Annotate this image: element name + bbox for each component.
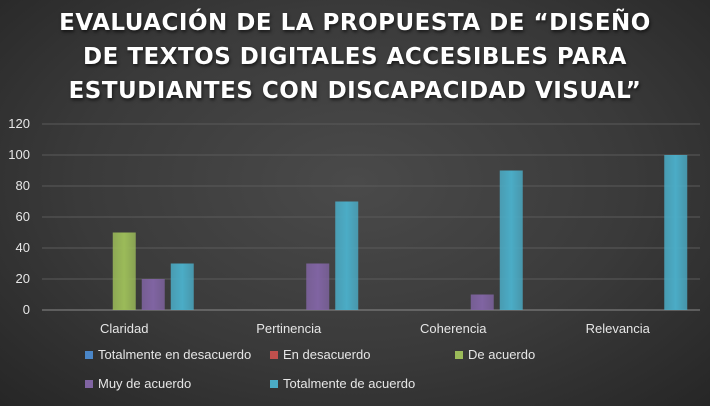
legend-item: Muy de acuerdo	[85, 376, 191, 391]
bar	[306, 263, 330, 310]
chart-title-line: ESTUDIANTES CON DISCAPACIDAD VISUAL”	[68, 78, 642, 104]
x-tick-label: Relevancia	[586, 321, 651, 336]
x-tick-label: Coherencia	[420, 321, 487, 336]
y-tick-label: 120	[8, 116, 30, 131]
legend-label: Totalmente en desacuerdo	[98, 347, 252, 362]
y-tick-label: 60	[16, 209, 30, 224]
legend-swatch	[85, 379, 93, 388]
legend-label: Totalmente de acuerdo	[283, 376, 416, 391]
legend-label: En desacuerdo	[283, 347, 371, 362]
legend-item: En desacuerdo	[270, 347, 370, 362]
legend-label: Muy de acuerdo	[98, 376, 192, 391]
legend-item: Totalmente de acuerdo	[270, 376, 415, 391]
legend-swatch	[455, 350, 463, 359]
bar	[170, 263, 194, 310]
y-tick-label: 0	[23, 302, 30, 317]
legend-swatch	[270, 350, 278, 359]
y-tick-label: 40	[16, 240, 30, 255]
legend-label: De acuerdo	[468, 347, 536, 362]
y-tick-label: 20	[16, 271, 30, 286]
legend-swatch	[85, 350, 93, 359]
legend-item: De acuerdo	[455, 347, 535, 362]
chart-title-line: DE TEXTOS DIGITALES ACCESIBLES PARA	[83, 44, 627, 70]
bar	[664, 155, 688, 310]
bar	[141, 279, 165, 310]
y-tick-label: 80	[16, 178, 30, 193]
x-tick-label: Claridad	[100, 321, 148, 336]
bar	[112, 232, 136, 310]
legend-swatch	[270, 379, 278, 388]
chart-title-line: EVALUACIÓN DE LA PROPUESTA DE “DISEÑO	[59, 10, 651, 36]
bar	[335, 201, 359, 310]
y-tick-label: 100	[8, 147, 30, 162]
bar	[470, 294, 494, 310]
x-tick-label: Pertinencia	[256, 321, 322, 336]
bar	[499, 170, 523, 310]
chart-title: EVALUACIÓN DE LA PROPUESTA DE “DISEÑO DE…	[0, 6, 710, 108]
legend-item: Totalmente en desacuerdo	[85, 347, 251, 362]
